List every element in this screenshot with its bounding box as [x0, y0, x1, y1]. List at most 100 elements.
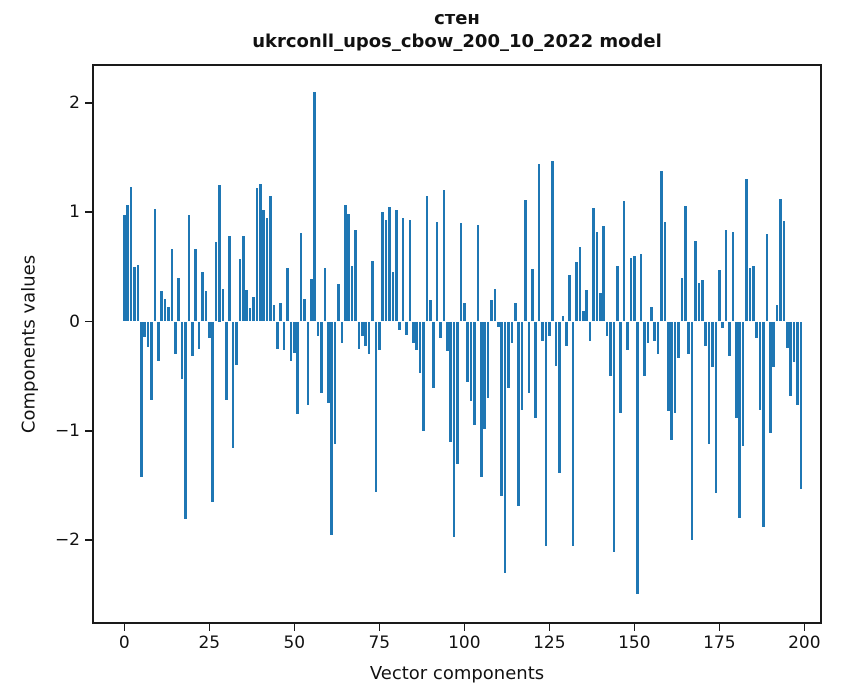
bar [507, 321, 510, 389]
x-tick-mark [718, 624, 721, 631]
bar [174, 321, 177, 355]
bar [126, 204, 129, 322]
bar [388, 206, 391, 322]
bar [197, 321, 201, 349]
bar [327, 321, 330, 404]
bar [646, 321, 650, 344]
bar [180, 321, 184, 380]
y-tick-label: −2 [54, 530, 80, 551]
bar [177, 277, 180, 322]
x-tick-label: 100 [448, 633, 481, 653]
bar [184, 321, 187, 520]
bar [520, 321, 524, 411]
bar [208, 321, 211, 338]
bar [361, 321, 364, 336]
y-tick-label: 1 [69, 202, 80, 223]
x-tick-mark [633, 624, 636, 631]
bar [163, 298, 167, 322]
bar [752, 265, 755, 322]
bar [276, 321, 279, 349]
bar [534, 321, 537, 418]
bar [673, 321, 677, 414]
bar [510, 321, 514, 344]
bar [412, 321, 415, 344]
bar [595, 231, 599, 322]
bar [439, 321, 442, 338]
y-tick-label: −1 [54, 420, 80, 441]
bar [605, 321, 609, 336]
bar [252, 297, 255, 322]
bar [782, 220, 786, 322]
bar [228, 236, 231, 322]
bar [779, 199, 782, 322]
bar [514, 302, 517, 322]
bar [762, 321, 765, 527]
bar [503, 321, 507, 573]
bar [265, 217, 269, 322]
bar [650, 307, 653, 322]
bar [697, 283, 701, 322]
x-tick-label: 50 [283, 633, 306, 653]
bar [282, 321, 286, 350]
bar [799, 321, 803, 489]
bar [670, 321, 673, 440]
bar [170, 249, 174, 322]
bar [585, 289, 588, 322]
bar [167, 307, 170, 322]
bar [123, 215, 126, 322]
bar [694, 240, 697, 322]
bar [194, 249, 197, 322]
bar [714, 321, 718, 494]
bar [235, 321, 238, 366]
bar [303, 298, 306, 322]
bar [592, 207, 595, 322]
x-tick-mark [293, 624, 296, 631]
bar [211, 321, 214, 502]
bar [296, 321, 299, 415]
bar [344, 204, 347, 322]
bar [279, 302, 282, 322]
bar [476, 225, 480, 322]
bar [218, 184, 221, 322]
x-tick-mark [208, 624, 211, 631]
x-tick-mark [803, 624, 806, 631]
x-axis-label: Vector components [369, 663, 545, 684]
bar [527, 321, 531, 393]
bar [765, 234, 769, 322]
bar [483, 321, 486, 429]
bar [792, 321, 796, 362]
bar [548, 321, 551, 336]
bar [711, 321, 714, 368]
bar [656, 321, 660, 355]
bar [609, 321, 612, 377]
bar [480, 321, 483, 477]
bar [259, 183, 262, 322]
x-tick-mark [548, 624, 551, 631]
bar [452, 321, 456, 537]
y-tick-label: 2 [69, 92, 80, 113]
bar [323, 267, 327, 322]
bar [238, 259, 242, 322]
y-axis-label: Components values [18, 254, 40, 434]
bar [408, 219, 412, 322]
x-tick-label: 75 [368, 633, 391, 653]
bar [456, 321, 459, 464]
bar [636, 321, 639, 594]
bar [599, 293, 602, 322]
bar [140, 321, 143, 477]
y-tick-mark [85, 539, 92, 541]
bar [554, 321, 558, 367]
bar [667, 321, 670, 412]
bar [612, 321, 616, 553]
y-tick-mark [85, 102, 92, 104]
bar [558, 321, 561, 474]
bar [469, 321, 473, 402]
y-tick-mark [85, 320, 92, 323]
bar [775, 305, 779, 322]
x-tick-label: 0 [118, 633, 130, 653]
bar [384, 219, 388, 322]
bar [248, 308, 252, 322]
chart-title: стен [434, 8, 480, 29]
bar [728, 321, 731, 357]
bar [191, 321, 194, 357]
